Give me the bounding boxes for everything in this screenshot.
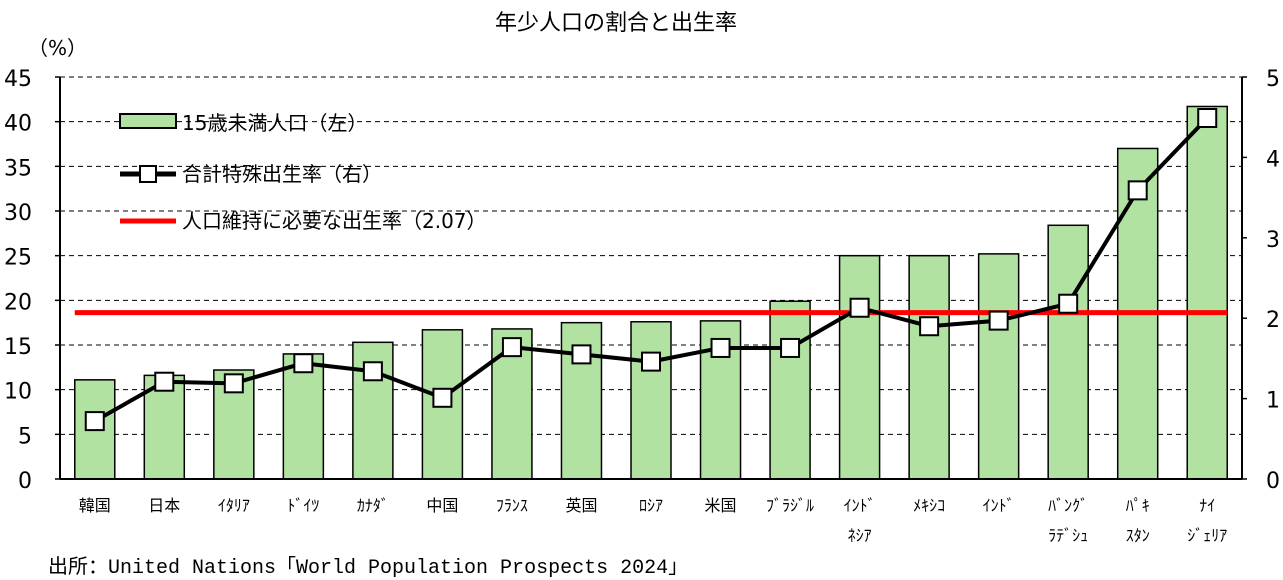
y-tick-label: 45	[4, 67, 32, 92]
x-tick-label: ﾒｷｼｺ	[913, 496, 945, 515]
legend: 15歳未満人口（左） 合計特殊出生率（右） 人口維持に必要な出生率（2.07）	[119, 111, 487, 233]
y2-tick-label: 3	[1266, 228, 1280, 253]
y-tick-label: 40	[4, 112, 32, 137]
fertility-marker	[849, 297, 870, 318]
bar	[769, 300, 811, 480]
x-tick-label: ﾗﾃﾞｼｭ	[1048, 526, 1088, 545]
fertility-marker	[154, 371, 175, 392]
x-tick-label: ﾈｼｱ	[848, 526, 872, 545]
fertility-marker	[501, 337, 522, 358]
y-tick-label: 15	[4, 335, 32, 360]
bar	[1047, 224, 1089, 480]
fertility-marker	[432, 387, 453, 408]
legend-line-label: 合計特殊出生率（右）	[182, 162, 382, 186]
fertility-marker	[362, 361, 383, 382]
bar	[1186, 105, 1228, 480]
fertility-marker	[84, 411, 105, 432]
x-tick-label: ｽﾀﾝ	[1126, 526, 1150, 545]
fertility-marker	[988, 310, 1009, 331]
legend-bar-label: 15歳未満人口（左）	[182, 111, 367, 135]
y-tick-label: 30	[4, 201, 32, 226]
x-tick-label: ﾌﾞﾗｼﾞﾙ	[766, 496, 814, 515]
fertility-marker	[293, 353, 314, 374]
y2-tick-label: 1	[1266, 389, 1280, 414]
y2-tick-label: 0	[1266, 469, 1280, 494]
fertility-marker	[641, 351, 661, 372]
x-tick-label: ﾛｼｱ	[639, 496, 663, 515]
y-tick-label: 5	[18, 424, 32, 449]
y-tick-label: 0	[18, 469, 32, 494]
x-tick-label: 中国	[426, 496, 458, 515]
fertility-marker	[710, 337, 731, 358]
chart-title: 年少人口の割合と出生率	[495, 11, 737, 36]
x-tick-label: ｲﾝﾄﾞ	[844, 496, 876, 515]
x-tick-label: 日本	[148, 496, 180, 515]
bar	[630, 321, 672, 480]
bar	[838, 254, 881, 480]
fertility-marker	[571, 344, 592, 365]
x-tick-label: ﾌﾗﾝｽ	[496, 496, 528, 515]
fertility-marker	[919, 316, 940, 337]
bar	[908, 254, 950, 480]
legend-line-marker	[139, 165, 157, 183]
y-tick-label: 35	[4, 156, 32, 181]
legend-hline-label: 人口維持に必要な出生率（2.07）	[182, 209, 487, 233]
y-tick-label: 20	[4, 290, 32, 315]
y-axis-label: （%）	[28, 36, 87, 60]
fertility-marker	[1197, 108, 1218, 129]
fertility-marker	[223, 373, 244, 394]
x-tick-label: ﾄﾞｲﾂ	[287, 496, 319, 515]
fertility-marker	[1127, 180, 1148, 201]
x-tick-label: ﾊﾞﾝｸﾞ	[1048, 496, 1088, 515]
fertility-marker	[780, 337, 801, 358]
y2-tick-label: 2	[1266, 308, 1280, 333]
x-tick-label: 米国	[705, 496, 737, 515]
x-tick-label: ｼﾞｪﾘｱ	[1187, 526, 1227, 545]
x-tick-label: ﾊﾟｷ	[1126, 496, 1150, 515]
legend-bar-swatch	[119, 113, 177, 129]
y2-tick-label: 5	[1266, 67, 1280, 92]
bar	[977, 253, 1020, 480]
y2-tick-label: 4	[1266, 147, 1280, 172]
x-tick-label: ｲﾀﾘｱ	[218, 496, 250, 515]
x-tick-label: ﾅｲ	[1199, 496, 1215, 515]
fertility-marker	[1058, 293, 1079, 314]
y-tick-label: 25	[4, 246, 32, 271]
source-note: 出所：United Nations「World Population Prosp…	[48, 555, 688, 580]
y-tick-label: 10	[4, 380, 32, 405]
x-tick-label: 英国	[565, 496, 597, 515]
x-tick-label: 韓国	[79, 496, 111, 515]
x-tick-label: ｶﾅﾀﾞ	[357, 496, 389, 515]
x-tick-label: ｲﾝﾄﾞ	[983, 496, 1015, 515]
